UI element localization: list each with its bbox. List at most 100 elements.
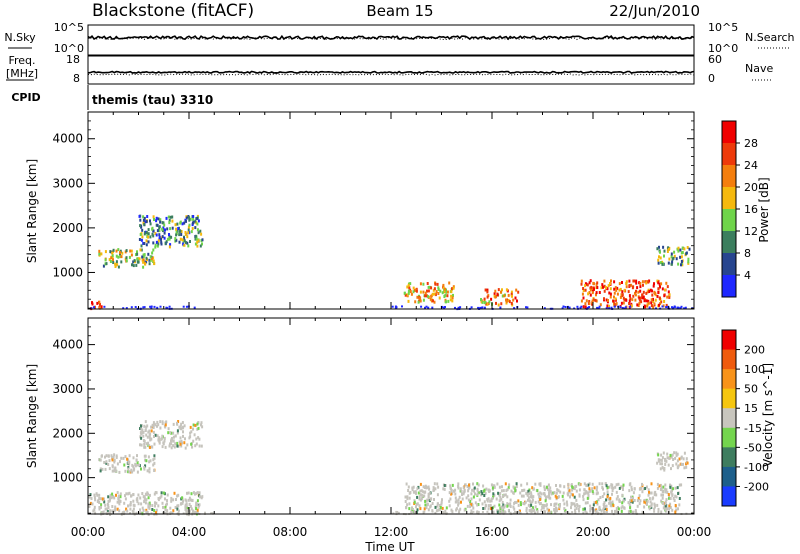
scatter-cell [559,490,562,494]
scatter-cell [189,217,192,221]
scatter-cell [125,492,128,496]
scatter-cell [476,482,479,486]
scatter-cell [408,507,411,511]
scatter-cell [683,307,686,310]
scatter-cell [532,487,535,491]
scatter-cell [119,499,122,503]
scatter-cell [149,222,152,226]
scatter-cell [687,257,690,261]
scatter-cell [153,461,156,465]
scatter-cell [645,291,648,295]
scatter-cell [609,503,612,507]
scatter-cell [490,507,493,511]
scatter-cell [196,499,199,503]
colorbar-swatch [722,165,736,188]
scatter-cell [156,244,159,248]
scatter-cell [499,492,502,495]
scatter-cell [90,307,93,310]
scatter-cell [166,237,169,241]
scatter-cell [485,302,488,306]
scatter-cell [517,499,520,503]
scatter-cell [647,280,650,284]
scatter-cell [163,439,166,443]
scatter-cell [411,488,414,492]
scatter-cell [506,502,509,506]
scatter-cell [650,298,653,302]
scatter-cell [94,511,97,515]
scatter-cell [623,506,626,510]
scatter-cell [154,504,156,508]
scatter-cell [183,221,186,225]
scatter-cell [525,306,527,309]
scatter-cell [157,504,160,508]
scatter-cell [427,306,430,309]
scatter-cell [670,467,672,471]
scatter-cell [150,257,153,261]
scatter-cell [510,290,513,294]
scatter-cell [118,509,121,513]
scatter-cell [120,456,123,460]
scatter-cell [603,297,605,301]
scatter-cell [482,489,485,493]
scatter-cell [440,502,443,506]
scatter-cell [107,511,110,514]
colorbar-tick-label: 28 [744,137,758,150]
scatter-cell [457,485,460,488]
scatter-cell [513,507,516,511]
scatter-cell [455,508,458,512]
scatter-cell [628,299,631,303]
scatter-cell [436,482,439,486]
scatter-cell [142,430,145,434]
scatter-cell [406,293,409,297]
scatter-cell [571,485,574,489]
scatter-cell [99,306,101,310]
scatter-cell [687,260,690,264]
scatter-cell [163,436,166,440]
scatter-cell [423,490,426,494]
scatter-cell [638,281,641,285]
scatter-cell [108,459,111,463]
scatter-cell [629,506,632,510]
scatter-cell [581,292,584,296]
scatter-cell [487,507,490,511]
scatter-cell [131,463,134,467]
scatter-cell [182,242,185,246]
scatter-cell [449,484,452,488]
scatter-cell [613,291,616,295]
scatter-cell [642,295,645,299]
scatter-cell [142,260,145,264]
scatter-cell [170,438,173,441]
scatter-cell [622,488,624,491]
scatter-cell [524,500,527,504]
scatter-cell [548,489,551,493]
scatter-cell [112,258,114,262]
scatter-cell [588,300,591,303]
scatter-cell [674,456,677,460]
scatter-cell [502,495,504,498]
scatter-cell [142,241,145,245]
scatter-cell [149,258,152,262]
scatter-cell [140,238,143,242]
nave-trace [87,73,695,76]
scatter-cell [562,305,565,308]
scatter-cell [552,491,554,495]
scatter-cell [144,420,147,424]
scatter-cell [575,498,578,502]
scatter-cell [520,494,523,498]
scatter-cell [664,502,666,506]
scatter-cell [510,292,513,296]
scatter-cell [590,285,593,289]
scatter-cell [462,486,465,490]
scatter-cell [645,503,648,506]
scatter-cell [198,444,201,448]
scatter-cell [545,485,548,489]
scatter-cell [570,503,573,507]
scatter-cell [638,487,641,491]
scatter-cell [649,500,652,504]
scatter-cell [544,499,547,503]
scatter-cell [580,305,583,308]
scatter-cell [182,499,184,503]
scatter-cell [110,496,113,500]
scatter-cell [490,483,493,487]
